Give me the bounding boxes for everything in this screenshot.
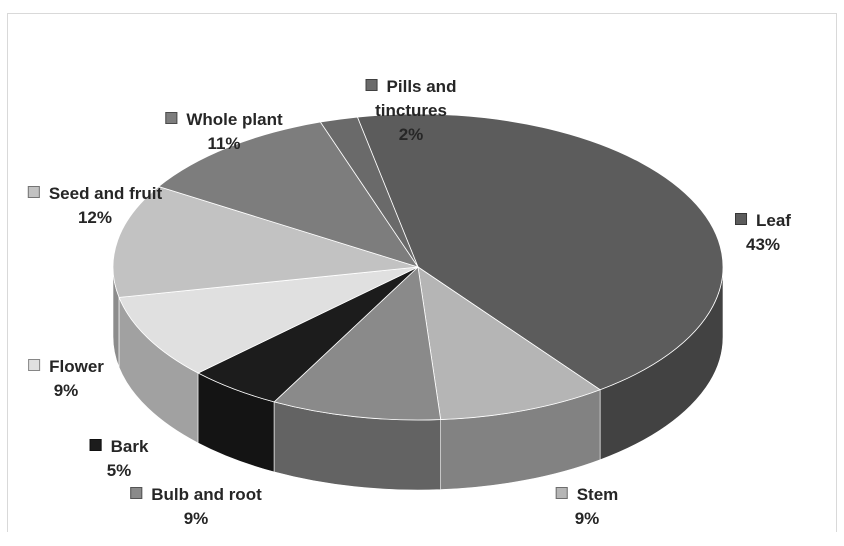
legend-key-pills-and-tinctures xyxy=(365,79,378,91)
pie-slice-bulb-and-root xyxy=(273,266,442,421)
percent-label: 11% xyxy=(207,134,241,153)
category-label: tinctures xyxy=(375,101,447,120)
data-label-pills-and-tinctures: Pills and tinctures 2% xyxy=(365,75,457,147)
data-label-stem: Stem 9% xyxy=(555,483,619,531)
legend-key-whole-plant xyxy=(165,112,178,124)
pie-slice-whole-plant xyxy=(157,121,419,268)
percent-label: 43% xyxy=(745,235,781,254)
legend-key-bulb-and-root xyxy=(130,487,143,499)
percent-label: 9% xyxy=(183,509,209,528)
legend-key-flower xyxy=(28,359,41,371)
data-label-bulb-and-root: Bulb and root 9% xyxy=(130,483,262,531)
chart-area xyxy=(7,13,837,532)
data-label-flower: Flower 9% xyxy=(28,355,104,403)
category-label: Bark xyxy=(110,437,149,456)
pie-slice-pills-and-tinctures xyxy=(319,116,419,268)
legend-key-leaf xyxy=(735,213,748,225)
data-label-seed-and-fruit: Seed and fruit 12% xyxy=(27,182,163,230)
legend-key-bark xyxy=(89,439,102,451)
pie-slice-stem xyxy=(417,266,601,420)
percent-label: 2% xyxy=(398,125,424,144)
category-label: Pills and xyxy=(386,77,457,96)
percent-label: 9% xyxy=(574,509,600,528)
data-label-leaf: Leaf 43% xyxy=(735,209,791,257)
pie-slice-leaf xyxy=(356,113,724,391)
legend-key-stem xyxy=(555,487,568,499)
category-label: Bulb and root xyxy=(151,485,262,504)
category-label: Stem xyxy=(576,485,619,504)
category-label: Leaf xyxy=(756,211,791,230)
pie-slice-seed-and-fruit xyxy=(112,186,419,298)
legend-key-seed-and-fruit xyxy=(27,186,40,198)
data-label-bark: Bark 5% xyxy=(89,435,149,483)
category-label: Seed and fruit xyxy=(48,184,163,203)
percent-label: 5% xyxy=(106,461,132,480)
data-label-whole-plant: Whole plant 11% xyxy=(165,108,283,156)
pie-chart xyxy=(112,113,724,491)
category-label: Flower xyxy=(49,357,104,376)
percent-label: 9% xyxy=(53,381,79,400)
pie-slice-flower xyxy=(118,266,419,374)
category-label: Whole plant xyxy=(186,110,283,129)
percent-label: 12% xyxy=(77,208,113,227)
